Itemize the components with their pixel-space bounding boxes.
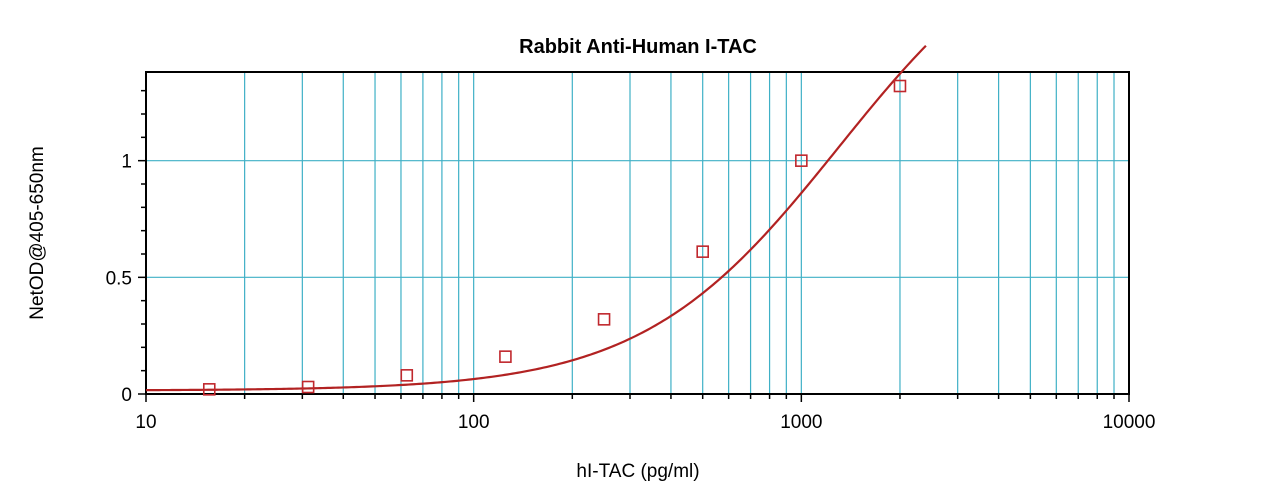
- tick-layer: 10 100 1000 10000 0 0.5 1: [106, 89, 1156, 433]
- data-point: [301, 380, 315, 394]
- data-point: [400, 369, 414, 382]
- y-tick-label: 1: [121, 152, 132, 173]
- fit-curve: [145, 44, 927, 392]
- data-point: [597, 313, 611, 326]
- x-tick-label: 100: [458, 412, 490, 433]
- marker-layer: [202, 79, 907, 396]
- grid-layer: [146, 72, 1129, 394]
- x-axis-label: hI-TAC (pg/ml): [576, 461, 699, 482]
- data-point: [499, 350, 512, 363]
- plot-frame: [145, 71, 1130, 395]
- data-point: [202, 383, 216, 396]
- x-tick-label: 10: [135, 412, 156, 433]
- data-point: [696, 245, 709, 258]
- y-tick-label: 0: [121, 385, 132, 406]
- x-tick-label: 10000: [1103, 412, 1156, 433]
- data-point: [795, 154, 808, 167]
- curve-layer: [145, 44, 927, 392]
- chart-title: Rabbit Anti-Human I-TAC: [519, 36, 757, 58]
- y-tick-label: 0.5: [106, 268, 132, 289]
- y-axis-label: NetOD@405-650nm: [27, 146, 48, 319]
- data-point: [893, 79, 907, 93]
- x-tick-label: 1000: [780, 412, 822, 433]
